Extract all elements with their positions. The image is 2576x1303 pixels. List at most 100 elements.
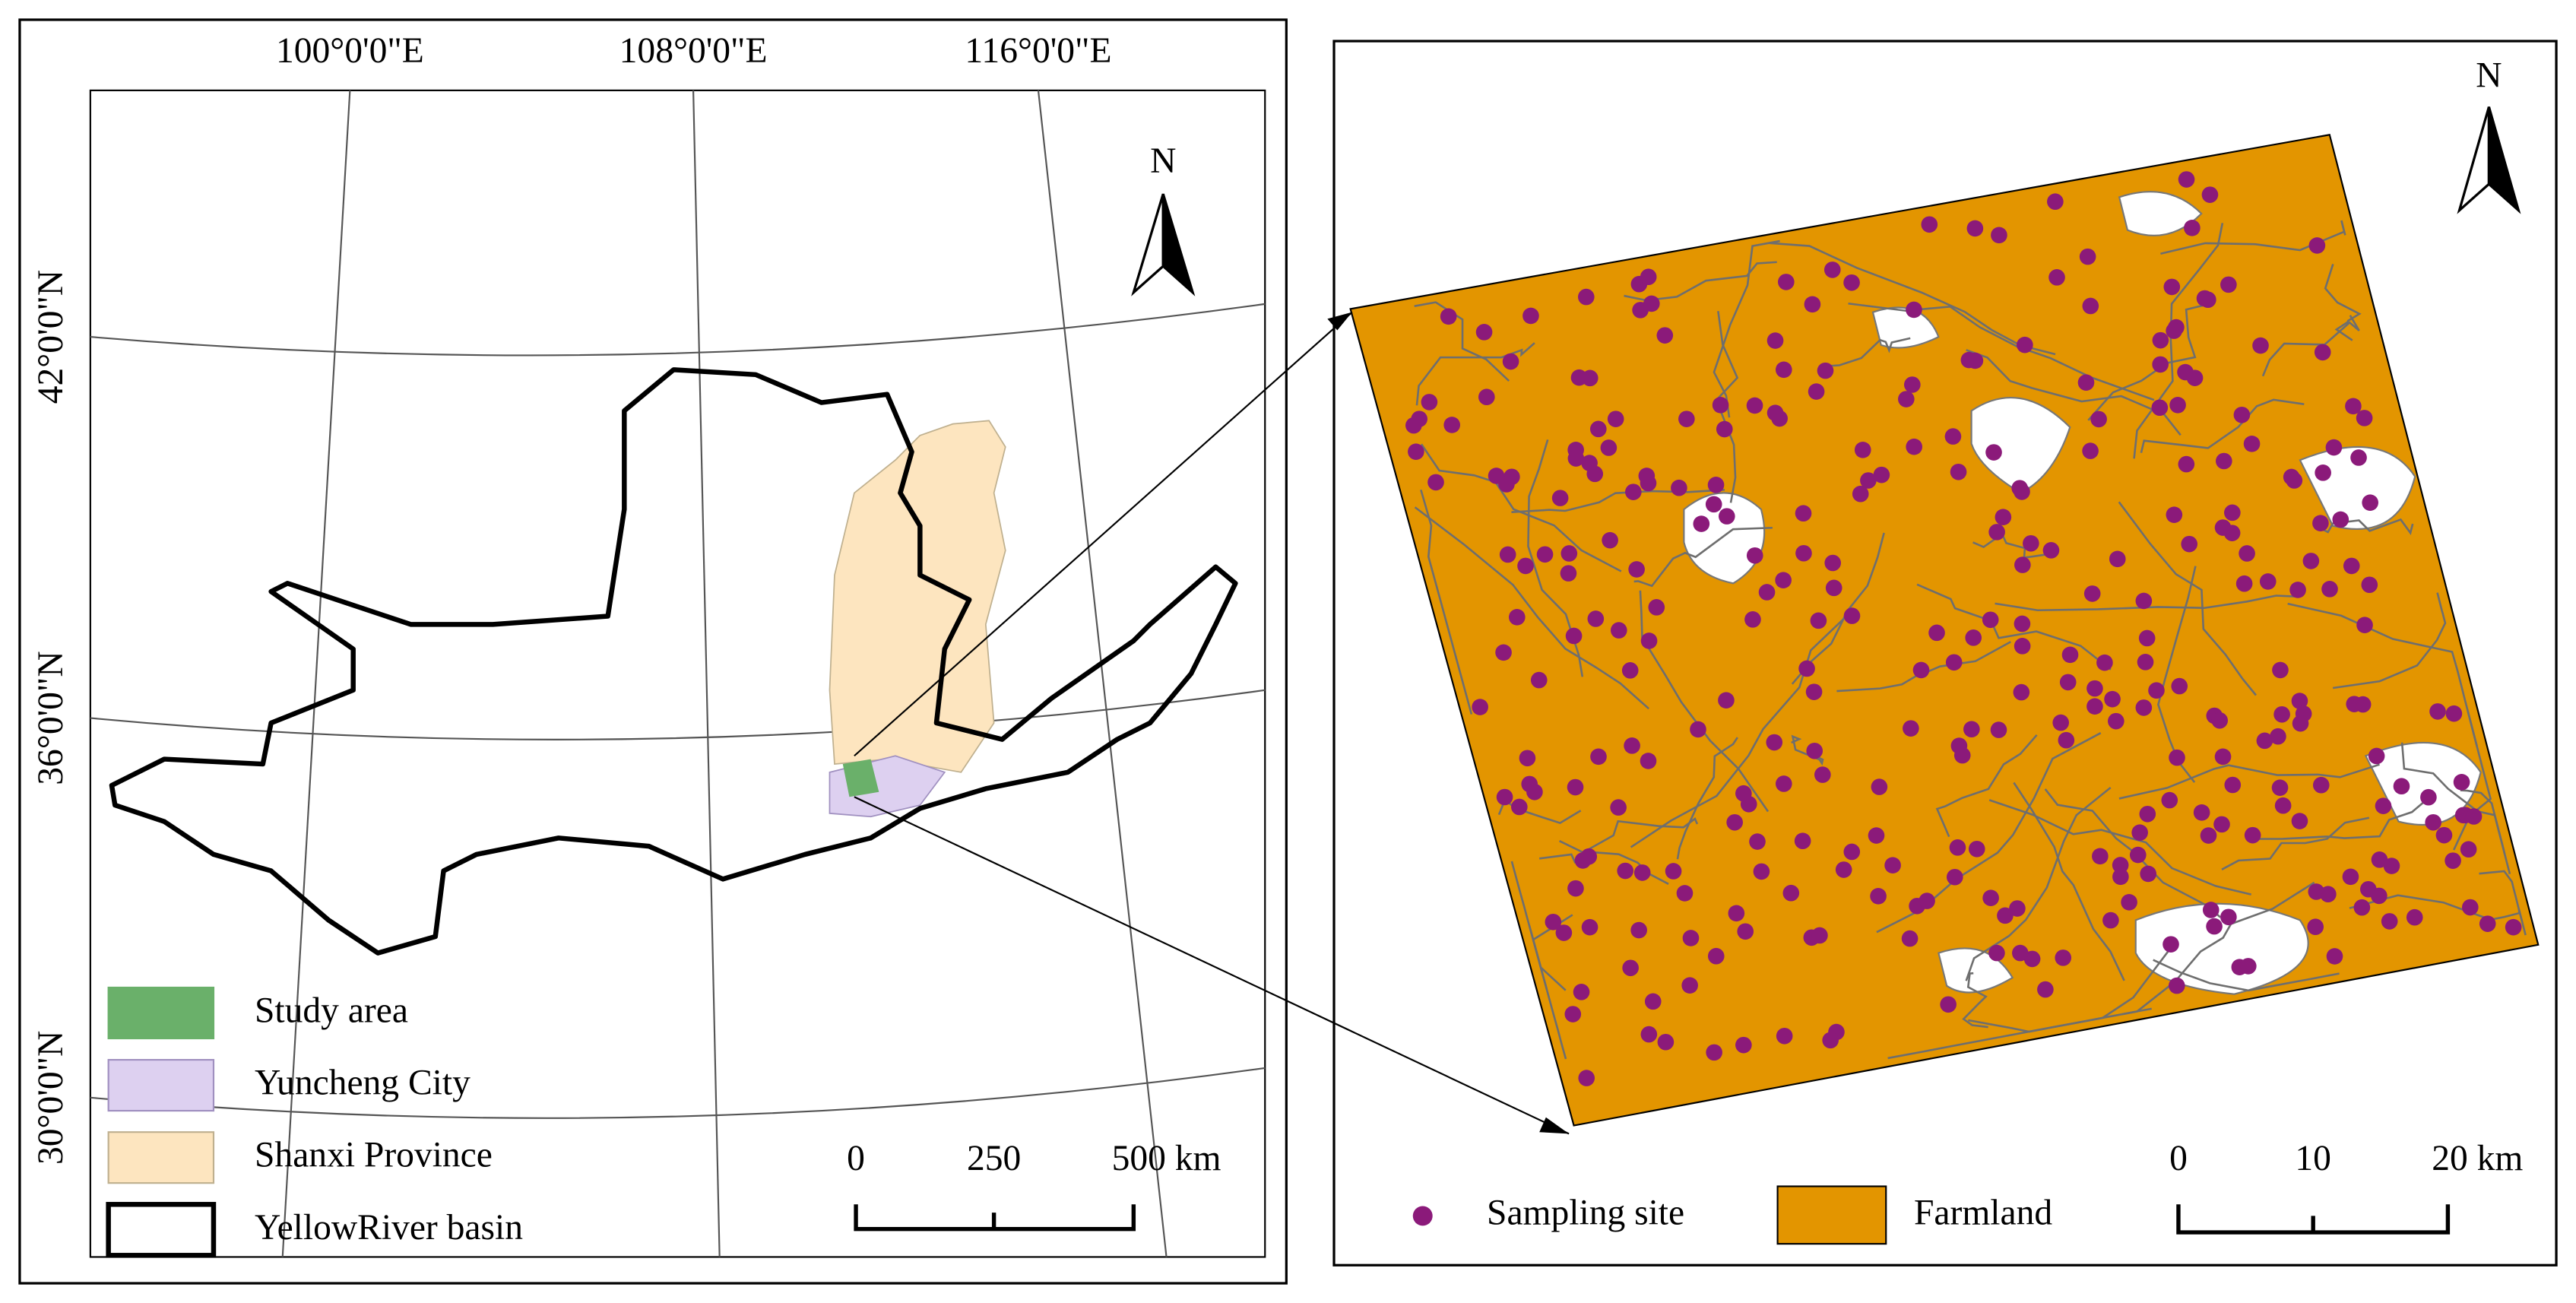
sampling-site [2325, 439, 2343, 456]
sampling-site [1794, 832, 1811, 850]
sampling-site [1795, 505, 1812, 522]
sampling-site [1656, 327, 1674, 344]
boundary [2287, 602, 2478, 747]
sampling-site [2321, 581, 2338, 598]
sampling-site [1676, 885, 1694, 902]
sampling-site [1530, 671, 1548, 689]
sampling-site [1421, 394, 1438, 411]
sampling-site [1775, 572, 1792, 589]
sampling-site [1671, 479, 1687, 496]
sampling-site [1707, 477, 1725, 493]
sampling-site [1843, 607, 1861, 624]
sampling-site [1475, 324, 1493, 341]
sampling-site [1716, 420, 1733, 438]
boundary [2479, 870, 2524, 922]
sampling-site [2178, 455, 2195, 473]
sampling-site [2435, 826, 2453, 844]
boundary [1532, 914, 1573, 989]
sampling-site [2308, 237, 2326, 254]
sampling-site [1678, 411, 1695, 427]
boundary [1420, 489, 1473, 715]
sampling-site [1852, 485, 1869, 502]
sampling-site [1621, 662, 1639, 679]
sampling-site [2243, 435, 2261, 452]
sampling-site [2445, 705, 2463, 722]
sampling-site [2270, 728, 2286, 745]
sampling-site [2350, 449, 2367, 466]
sampling-site [1536, 546, 1554, 563]
yellow-river-basin [109, 367, 1238, 956]
sampling-site [2312, 515, 2329, 532]
parallel [90, 1067, 1266, 1119]
sampling-site [1824, 554, 1842, 572]
sampling-site [2342, 868, 2359, 886]
boundary [1988, 799, 2252, 896]
sampling-site [1496, 788, 1513, 806]
sampling-site [2214, 748, 2232, 766]
boundary [1995, 594, 2299, 612]
sampling-site [2135, 699, 2153, 716]
scale-bar [854, 1204, 1136, 1232]
sampling-site [1928, 624, 1945, 642]
boundary [2400, 742, 2511, 874]
meridian [281, 90, 351, 1257]
sampling-site [2252, 337, 2269, 354]
sampling-site [1746, 547, 1763, 564]
sampling-site [1587, 610, 1605, 627]
sampling-site [2082, 442, 2099, 459]
sampling-site [1966, 352, 1984, 369]
meridian [1037, 90, 1168, 1257]
sampling-site [1706, 1044, 1722, 1061]
legend-swatch [107, 1059, 215, 1112]
sampling-site [2013, 683, 2030, 701]
sampling-site [2353, 899, 2371, 916]
sampling-site [1898, 391, 1915, 407]
sampling-site [1693, 515, 1710, 532]
sampling-site [2240, 958, 2257, 975]
sampling-site [1795, 544, 1812, 562]
north-arrow: N [2457, 56, 2521, 214]
sampling-site [2346, 696, 2363, 712]
sampling-site [1511, 798, 1528, 816]
sampling-site [1443, 417, 1461, 433]
sampling-site [1565, 627, 1583, 645]
sampling-site [1640, 753, 1657, 769]
sampling-site [2151, 399, 2169, 417]
sampling-site [2014, 638, 2031, 655]
sampling-site [1622, 959, 1639, 977]
sampling-site [2314, 344, 2331, 361]
scale-label: 500 km [1112, 1139, 1221, 1178]
patch [1871, 306, 1940, 349]
sampling-site [1775, 361, 1792, 379]
sampling-site [1640, 632, 1658, 649]
patch [1683, 492, 1766, 585]
sampling-site [1766, 734, 1783, 751]
sampling-site [1949, 839, 1966, 856]
lat-label: 36°0'0"N [31, 651, 71, 785]
north-arrow: N [1131, 141, 1196, 296]
boundary [1962, 972, 1988, 1029]
sampling-site [1988, 524, 2005, 541]
graticule [90, 90, 1266, 1257]
sampling-site [2291, 693, 2308, 709]
sampling-site [1968, 840, 1985, 858]
sampling-site [1682, 930, 1700, 946]
sampling-site [2112, 868, 2129, 886]
sampling-site [2014, 556, 2031, 573]
boundary [2121, 881, 2315, 1016]
sampling-site [2406, 908, 2423, 926]
boundary [1972, 532, 2058, 560]
sampling-site [2259, 573, 2277, 590]
sampling-site [2274, 797, 2292, 814]
sampling-site [1901, 930, 1919, 947]
sampling-site [1726, 813, 1743, 831]
sampling-site [1690, 721, 1706, 738]
legend-label: Yuncheng City [255, 1064, 471, 1103]
sampling-site [2138, 629, 2156, 647]
sampling-site [2244, 826, 2261, 844]
sampling-site [1982, 611, 1999, 629]
sampling-site [2361, 576, 2378, 594]
sampling-site [2086, 680, 2103, 697]
sampling-site [2112, 857, 2129, 873]
